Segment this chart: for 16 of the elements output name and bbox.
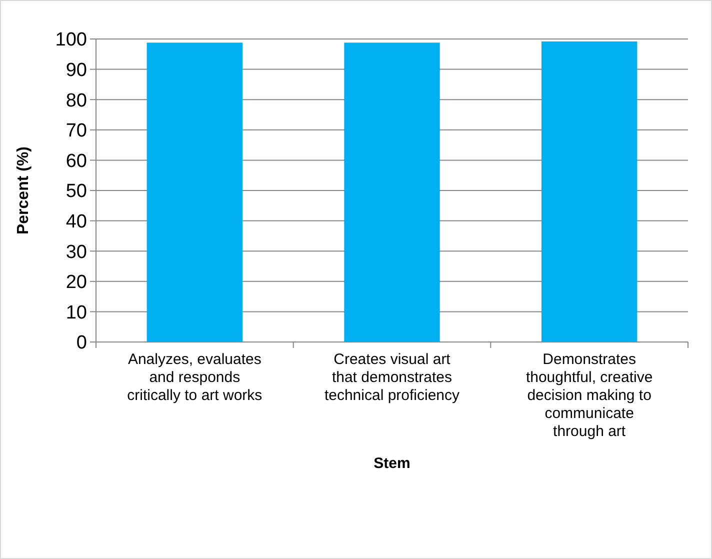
y-tick-label: 10: [66, 302, 87, 324]
y-tick-label: 70: [66, 120, 87, 142]
y-tick-label: 80: [66, 90, 87, 112]
y-tick-label: 20: [66, 272, 87, 294]
y-tick-label: 40: [66, 211, 87, 232]
y-axis-title: Percent (%): [15, 146, 32, 235]
y-tick-label: 60: [66, 150, 87, 172]
y-tick-label: 100: [55, 30, 87, 51]
y-tick-label: 30: [66, 242, 87, 263]
x-tick-label: Demonstrates thoughtful, creative decision making to communicate through art: [526, 351, 653, 440]
x-tick-label: Creates visual art that demonstrates technical proficiency: [324, 351, 460, 404]
x-axis-title: Stem: [374, 455, 410, 472]
y-tick-label: 90: [66, 60, 87, 81]
x-tick-label: Analyzes, evaluates and responds critically to art works: [127, 351, 262, 404]
y-tick-label: 50: [66, 181, 87, 202]
y-tick-label: 0: [76, 332, 87, 354]
